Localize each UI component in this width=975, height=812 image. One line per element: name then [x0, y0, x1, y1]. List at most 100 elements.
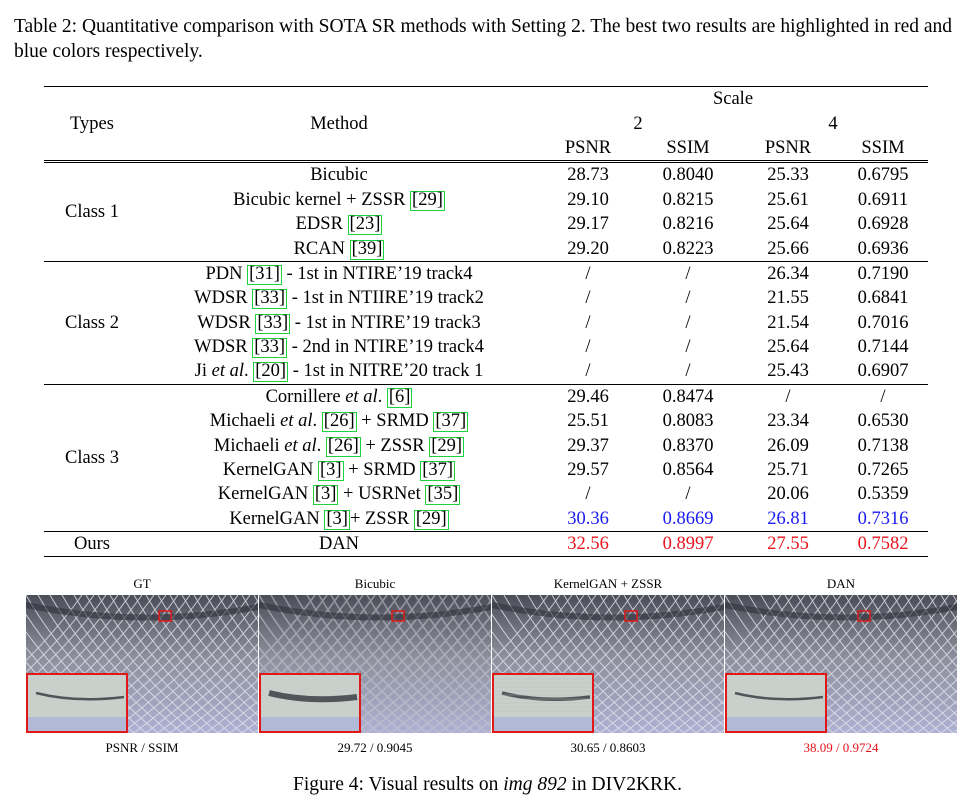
figure-caption-suffix: in DIV2KRK. [566, 774, 683, 795]
value-ssim-x2: 0.8223 [662, 238, 714, 259]
panel-label-gt: GT [133, 576, 151, 591]
value-psnr-x4: 25.33 [738, 160, 838, 188]
value-ssim-x4: 0.6795 [838, 160, 928, 188]
method-text: + USRNet [338, 484, 426, 505]
header-scale-2: 2 [633, 113, 643, 134]
method-cell: Ji et al. [20] - 1st in NITRE’20 track 1 [140, 359, 538, 384]
method-cell: Bicubic kernel + ZSSR [29] [140, 188, 538, 212]
citation-ref: [33] [252, 337, 288, 359]
citation-ref: [37] [420, 460, 456, 482]
citation-ref: [26] [321, 411, 357, 433]
header-psnr-x2: PSNR [564, 137, 612, 158]
method-cell: WDSR [33] - 1st in NTIRE’19 track3 [140, 311, 538, 335]
method-text: KernelGAN [229, 508, 325, 529]
method-text: KernelGAN [217, 484, 313, 505]
citation-ref: [3] [317, 460, 344, 482]
value-ssim-x4: 0.7316 [857, 508, 909, 529]
method-text: KernelGAN [222, 460, 318, 481]
class-label: Ours [44, 531, 140, 558]
value-psnr-x2: 32.56 [538, 531, 638, 558]
method-text: . [316, 435, 326, 456]
value-ssim-x4: / [838, 383, 928, 410]
value-psnr-x2: 29.10 [567, 189, 609, 210]
panel-image-kernelgan [492, 595, 724, 733]
citation-ref: [20] [253, 361, 289, 383]
value-psnr-x4: 25.61 [767, 189, 809, 210]
image-gt [26, 595, 258, 733]
method-text: Bicubic [310, 165, 368, 186]
method-text: Cornillere [265, 386, 346, 407]
header-types: Types [44, 85, 140, 162]
table-row: Class 3 Cornillere et al. [6] 29.46 0.8474/… [44, 383, 928, 532]
figure-caption: Figure 4: Visual results on img 892 in D… [0, 774, 975, 796]
method-text: - 2nd in NTIRE’19 track4 [287, 337, 484, 358]
method-text: . [244, 361, 254, 382]
value-psnr-x4: 25.64 [767, 337, 809, 358]
method-text: RCAN [293, 238, 350, 259]
table-row: WDSR [33] - 1st in NTIRE’19 track3 / / 21.5… [44, 311, 928, 335]
method-text: - 1st in NTIIRE’19 track2 [287, 288, 484, 309]
panel-label-kernelgan: KernelGAN + ZSSR [553, 576, 663, 591]
method-cell: EDSR [23] [140, 212, 538, 236]
value-psnr-x4: 25.64 [767, 214, 809, 235]
citation-ref: [35] [425, 484, 461, 506]
citation-ref: [26] [325, 435, 361, 457]
method-text: et al [345, 386, 378, 407]
panel-image-gt [26, 595, 258, 733]
image-bicubic [259, 595, 491, 733]
value-psnr-x2: / [585, 337, 591, 358]
value-ssim-x4: 0.7582 [838, 531, 928, 558]
value-psnr-x2: / [538, 260, 638, 287]
table-row: EDSR [23] 29.17 0.8216 25.64 0.6928 [44, 212, 928, 236]
value-psnr-x2: 29.17 [567, 214, 609, 235]
value-ssim-x4: 0.7016 [857, 312, 909, 333]
value-ssim-x2: 0.8370 [662, 435, 714, 456]
table-row: Bicubic kernel + ZSSR [29] 29.10 0.8215 25.… [44, 188, 928, 212]
value-ssim-x4: 0.7190 [838, 260, 928, 287]
table-row: RCAN [39] 29.20 0.8223 25.66 0.6936 [44, 236, 928, 261]
metric-dan: 38.09 / 0.9724 [803, 740, 879, 755]
method-cell: KernelGAN [3] + SRMD [37] [140, 458, 538, 482]
header-method: Method [140, 85, 538, 162]
table-row: WDSR [33] - 2nd in NTIRE’19 track4 / / 25.6… [44, 335, 928, 359]
value-ssim-x4: 0.6928 [857, 214, 909, 235]
value-psnr-x4: 20.06 [767, 484, 809, 505]
method-cell: Bicubic [140, 160, 538, 188]
value-psnr-x4: 21.55 [767, 288, 809, 309]
value-psnr-x4: 27.55 [738, 531, 838, 558]
value-psnr-x2: / [585, 361, 591, 382]
class-label: Class 1 [44, 160, 140, 262]
value-psnr-x4: 26.81 [767, 508, 809, 529]
value-ssim-x2: 0.8216 [662, 214, 714, 235]
value-ssim-x2: / [685, 484, 691, 505]
method-text: . [377, 386, 387, 407]
citation-ref: [29] [410, 189, 445, 211]
value-ssim-x2: 0.8040 [638, 160, 738, 188]
value-ssim-x4: 0.6841 [857, 288, 909, 309]
panel-label-bicubic: Bicubic [354, 576, 396, 591]
method-cell: Michaeli et al. [26] + ZSSR [29] [140, 433, 538, 457]
value-ssim-x2: 0.8474 [638, 383, 738, 410]
citation-ref: [3] [312, 484, 339, 506]
method-text: + SRMD [356, 411, 434, 432]
value-psnr-x4: 23.34 [767, 411, 809, 432]
header-ssim-x4: SSIM [861, 137, 905, 158]
value-psnr-x2: 28.73 [538, 160, 638, 188]
method-text: - 1st in NTIRE’19 track3 [290, 312, 481, 333]
header-scale-4: 4 [828, 113, 838, 134]
method-text: - 1st in NTIRE’19 track4 [281, 263, 473, 284]
method-text: + SRMD [343, 460, 421, 481]
value-psnr-x4: 25.71 [767, 460, 809, 481]
citation-ref: [33] [252, 288, 288, 310]
results-table: Types Method Scale 2 4 PSNR SSIM PSNR SS… [44, 85, 928, 558]
method-text: WDSR [194, 337, 253, 358]
value-ssim-x4: 0.7144 [857, 337, 909, 358]
value-ssim-x2: 0.8997 [638, 531, 738, 558]
value-ssim-x2: / [685, 337, 691, 358]
method-cell: Michaeli et al. [26] + SRMD [37] [140, 409, 538, 433]
value-ssim-x4: 0.7138 [857, 435, 909, 456]
citation-ref: [3] [324, 508, 350, 530]
value-ssim-x2: 0.8083 [662, 411, 714, 432]
method-text: PDN [205, 263, 248, 284]
value-ssim-x4: 0.6911 [857, 189, 909, 210]
